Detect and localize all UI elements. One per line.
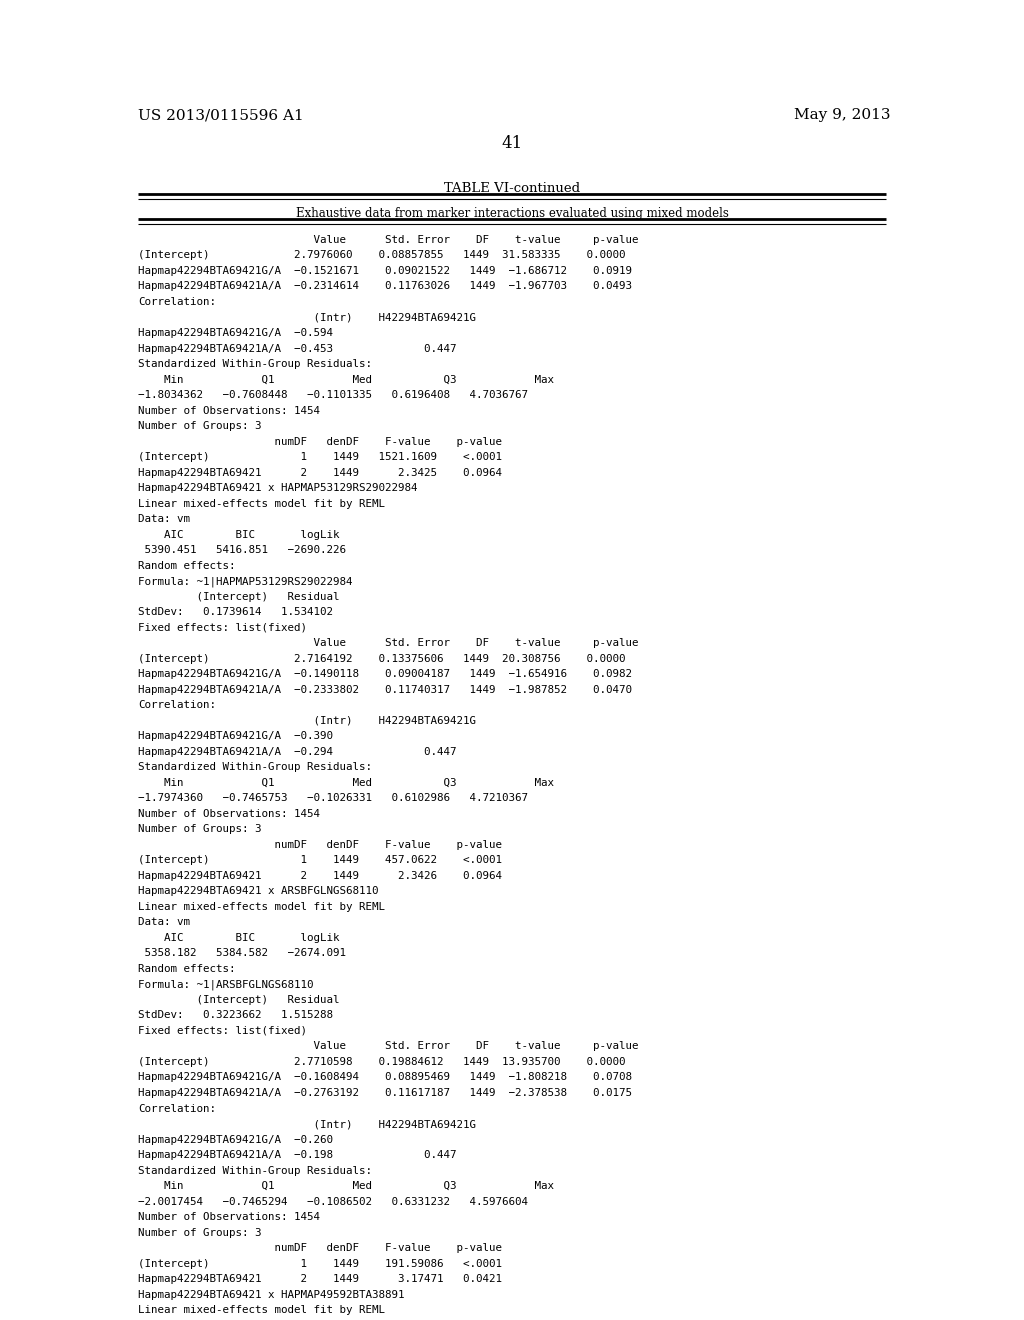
Text: Hapmap42294BTA69421      2    1449      3.17471   0.0421: Hapmap42294BTA69421 2 1449 3.17471 0.042… — [138, 1274, 502, 1284]
Text: −1.8034362   −0.7608448   −0.1101335   0.6196408   4.7036767: −1.8034362 −0.7608448 −0.1101335 0.61964… — [138, 391, 528, 400]
Text: Hapmap42294BTA69421G/A  −0.1521671    0.09021522   1449  −1.686712    0.0919: Hapmap42294BTA69421G/A −0.1521671 0.0902… — [138, 267, 632, 276]
Text: (Intercept)             2.7976060    0.08857855   1449  31.583335    0.0000: (Intercept) 2.7976060 0.08857855 1449 31… — [138, 251, 626, 260]
Text: StdDev:   0.3223662   1.515288: StdDev: 0.3223662 1.515288 — [138, 1011, 333, 1020]
Text: Value      Std. Error    DF    t-value     p-value: Value Std. Error DF t-value p-value — [138, 1041, 639, 1052]
Text: Correlation:: Correlation: — [138, 1104, 216, 1114]
Text: Data: vm: Data: vm — [138, 515, 190, 524]
Text: Formula: ~1|HAPMAP53129RS29022984: Formula: ~1|HAPMAP53129RS29022984 — [138, 577, 352, 586]
Text: Hapmap42294BTA69421G/A  −0.390: Hapmap42294BTA69421G/A −0.390 — [138, 731, 333, 742]
Text: Exhaustive data from marker interactions evaluated using mixed models: Exhaustive data from marker interactions… — [296, 207, 728, 220]
Text: Hapmap42294BTA69421G/A  −0.1608494    0.08895469   1449  −1.808218    0.0708: Hapmap42294BTA69421G/A −0.1608494 0.0889… — [138, 1072, 632, 1082]
Text: Hapmap42294BTA69421 x ARSBFGLNGS68110: Hapmap42294BTA69421 x ARSBFGLNGS68110 — [138, 887, 379, 896]
Text: Data: vm: Data: vm — [138, 917, 190, 928]
Text: StdDev:   0.1739614   1.534102: StdDev: 0.1739614 1.534102 — [138, 607, 333, 618]
Text: Value      Std. Error    DF    t-value     p-value: Value Std. Error DF t-value p-value — [138, 639, 639, 648]
Text: Number of Groups: 3: Number of Groups: 3 — [138, 824, 262, 834]
Text: Number of Groups: 3: Number of Groups: 3 — [138, 1228, 262, 1238]
Text: (Intercept)   Residual: (Intercept) Residual — [138, 591, 340, 602]
Text: (Intercept)              1    1449    191.59086   <.0001: (Intercept) 1 1449 191.59086 <.0001 — [138, 1259, 502, 1269]
Text: Min            Q1            Med           Q3            Max: Min Q1 Med Q3 Max — [138, 375, 554, 384]
Text: (Intercept)   Residual: (Intercept) Residual — [138, 995, 340, 1005]
Text: Linear mixed-effects model fit by REML: Linear mixed-effects model fit by REML — [138, 902, 385, 912]
Text: Correlation:: Correlation: — [138, 297, 216, 308]
Text: Value      Std. Error    DF    t-value     p-value: Value Std. Error DF t-value p-value — [138, 235, 639, 246]
Text: Hapmap42294BTA69421      2    1449      2.3426    0.0964: Hapmap42294BTA69421 2 1449 2.3426 0.0964 — [138, 871, 502, 880]
Text: Hapmap42294BTA69421 x HAPMAP49592BTA38891: Hapmap42294BTA69421 x HAPMAP49592BTA3889… — [138, 1290, 404, 1300]
Text: Correlation:: Correlation: — [138, 700, 216, 710]
Text: −2.0017454   −0.7465294   −0.1086502   0.6331232   4.5976604: −2.0017454 −0.7465294 −0.1086502 0.63312… — [138, 1197, 528, 1206]
Text: AIC        BIC       logLik: AIC BIC logLik — [138, 933, 340, 942]
Text: May 9, 2013: May 9, 2013 — [795, 108, 891, 123]
Text: Number of Groups: 3: Number of Groups: 3 — [138, 421, 262, 432]
Text: Hapmap42294BTA69421A/A  −0.453              0.447: Hapmap42294BTA69421A/A −0.453 0.447 — [138, 343, 457, 354]
Text: Min            Q1            Med           Q3            Max: Min Q1 Med Q3 Max — [138, 777, 554, 788]
Text: Fixed effects: list(fixed): Fixed effects: list(fixed) — [138, 1026, 307, 1036]
Text: −1.7974360   −0.7465753   −0.1026331   0.6102986   4.7210367: −1.7974360 −0.7465753 −0.1026331 0.61029… — [138, 793, 528, 804]
Text: Number of Observations: 1454: Number of Observations: 1454 — [138, 405, 321, 416]
Text: 5390.451   5416.851   −2690.226: 5390.451 5416.851 −2690.226 — [138, 545, 346, 556]
Text: Linear mixed-effects model fit by REML: Linear mixed-effects model fit by REML — [138, 1305, 385, 1315]
Text: Number of Observations: 1454: Number of Observations: 1454 — [138, 1212, 321, 1222]
Text: Hapmap42294BTA69421A/A  −0.2314614    0.11763026   1449  −1.967703    0.0493: Hapmap42294BTA69421A/A −0.2314614 0.1176… — [138, 281, 632, 292]
Text: Hapmap42294BTA69421G/A  −0.260: Hapmap42294BTA69421G/A −0.260 — [138, 1135, 333, 1144]
Text: TABLE VI-continued: TABLE VI-continued — [444, 182, 580, 195]
Text: Hapmap42294BTA69421 x HAPMAP53129RS29022984: Hapmap42294BTA69421 x HAPMAP53129RS29022… — [138, 483, 418, 494]
Text: AIC        BIC       logLik: AIC BIC logLik — [138, 529, 340, 540]
Text: Linear mixed-effects model fit by REML: Linear mixed-effects model fit by REML — [138, 499, 385, 508]
Text: numDF   denDF    F-value    p-value: numDF denDF F-value p-value — [138, 437, 502, 446]
Text: 5358.182   5384.582   −2674.091: 5358.182 5384.582 −2674.091 — [138, 948, 346, 958]
Text: Random effects:: Random effects: — [138, 964, 236, 974]
Text: Hapmap42294BTA69421G/A  −0.1490118    0.09004187   1449  −1.654916    0.0982: Hapmap42294BTA69421G/A −0.1490118 0.0900… — [138, 669, 632, 680]
Text: Standardized Within-Group Residuals:: Standardized Within-Group Residuals: — [138, 1166, 373, 1176]
Text: (Intercept)              1    1449    457.0622    <.0001: (Intercept) 1 1449 457.0622 <.0001 — [138, 855, 502, 866]
Text: (Intercept)             2.7710598    0.19884612   1449  13.935700    0.0000: (Intercept) 2.7710598 0.19884612 1449 13… — [138, 1057, 626, 1067]
Text: 41: 41 — [502, 135, 522, 152]
Text: Hapmap42294BTA69421A/A  −0.198              0.447: Hapmap42294BTA69421A/A −0.198 0.447 — [138, 1150, 457, 1160]
Text: Hapmap42294BTA69421      2    1449      2.3425    0.0964: Hapmap42294BTA69421 2 1449 2.3425 0.0964 — [138, 467, 502, 478]
Text: Hapmap42294BTA69421A/A  −0.294              0.447: Hapmap42294BTA69421A/A −0.294 0.447 — [138, 747, 457, 756]
Text: Standardized Within-Group Residuals:: Standardized Within-Group Residuals: — [138, 763, 373, 772]
Text: Formula: ~1|ARSBFGLNGS68110: Formula: ~1|ARSBFGLNGS68110 — [138, 979, 313, 990]
Text: (Intercept)             2.7164192    0.13375606   1449  20.308756    0.0000: (Intercept) 2.7164192 0.13375606 1449 20… — [138, 653, 626, 664]
Text: Min            Q1            Med           Q3            Max: Min Q1 Med Q3 Max — [138, 1181, 554, 1191]
Text: numDF   denDF    F-value    p-value: numDF denDF F-value p-value — [138, 840, 502, 850]
Text: (Intr)    H42294BTA69421G: (Intr) H42294BTA69421G — [138, 1119, 476, 1129]
Text: numDF   denDF    F-value    p-value: numDF denDF F-value p-value — [138, 1243, 502, 1253]
Text: (Intercept)              1    1449   1521.1609    <.0001: (Intercept) 1 1449 1521.1609 <.0001 — [138, 451, 502, 462]
Text: (Intr)    H42294BTA69421G: (Intr) H42294BTA69421G — [138, 715, 476, 726]
Text: Hapmap42294BTA69421A/A  −0.2763192    0.11617187   1449  −2.378538    0.0175: Hapmap42294BTA69421A/A −0.2763192 0.1161… — [138, 1088, 632, 1098]
Text: US 2013/0115596 A1: US 2013/0115596 A1 — [138, 108, 304, 123]
Text: Number of Observations: 1454: Number of Observations: 1454 — [138, 809, 321, 818]
Text: Hapmap42294BTA69421A/A  −0.2333802    0.11740317   1449  −1.987852    0.0470: Hapmap42294BTA69421A/A −0.2333802 0.1174… — [138, 685, 632, 694]
Text: Hapmap42294BTA69421G/A  −0.594: Hapmap42294BTA69421G/A −0.594 — [138, 329, 333, 338]
Text: Random effects:: Random effects: — [138, 561, 236, 570]
Text: Fixed effects: list(fixed): Fixed effects: list(fixed) — [138, 623, 307, 632]
Text: Standardized Within-Group Residuals:: Standardized Within-Group Residuals: — [138, 359, 373, 370]
Text: (Intr)    H42294BTA69421G: (Intr) H42294BTA69421G — [138, 313, 476, 322]
